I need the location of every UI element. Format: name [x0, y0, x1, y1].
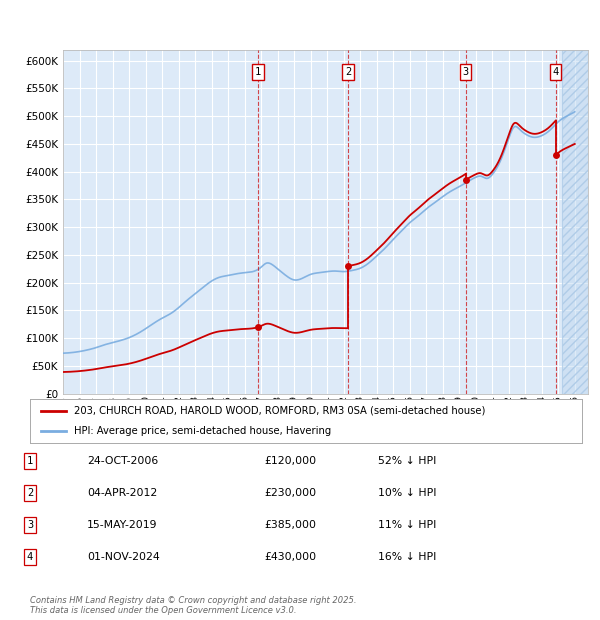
Text: 01-NOV-2024: 01-NOV-2024: [87, 552, 160, 562]
Text: 3: 3: [463, 67, 469, 77]
Text: 1: 1: [27, 456, 33, 466]
Text: 4: 4: [553, 67, 559, 77]
Text: 1: 1: [255, 67, 261, 77]
Text: HPI: Average price, semi-detached house, Havering: HPI: Average price, semi-detached house,…: [74, 426, 331, 436]
Text: 24-OCT-2006: 24-OCT-2006: [87, 456, 158, 466]
Text: 3: 3: [27, 520, 33, 530]
Text: £430,000: £430,000: [264, 552, 316, 562]
Text: 2: 2: [27, 488, 33, 498]
Text: Contains HM Land Registry data © Crown copyright and database right 2025.
This d: Contains HM Land Registry data © Crown c…: [30, 596, 356, 615]
Text: 2: 2: [345, 67, 351, 77]
Text: 203, CHURCH ROAD, HAROLD WOOD, ROMFORD, RM3 0SA (semi-detached house): 203, CHURCH ROAD, HAROLD WOOD, ROMFORD, …: [74, 405, 485, 416]
Text: 04-APR-2012: 04-APR-2012: [87, 488, 157, 498]
Text: 15-MAY-2019: 15-MAY-2019: [87, 520, 157, 530]
Text: 11% ↓ HPI: 11% ↓ HPI: [378, 520, 436, 530]
Text: 10% ↓ HPI: 10% ↓ HPI: [378, 488, 437, 498]
Text: 4: 4: [27, 552, 33, 562]
Text: 16% ↓ HPI: 16% ↓ HPI: [378, 552, 436, 562]
Text: 52% ↓ HPI: 52% ↓ HPI: [378, 456, 436, 466]
Text: £120,000: £120,000: [264, 456, 316, 466]
Bar: [562, 50, 588, 394]
Text: £385,000: £385,000: [264, 520, 316, 530]
Bar: [562, 50, 588, 394]
Text: £230,000: £230,000: [264, 488, 316, 498]
